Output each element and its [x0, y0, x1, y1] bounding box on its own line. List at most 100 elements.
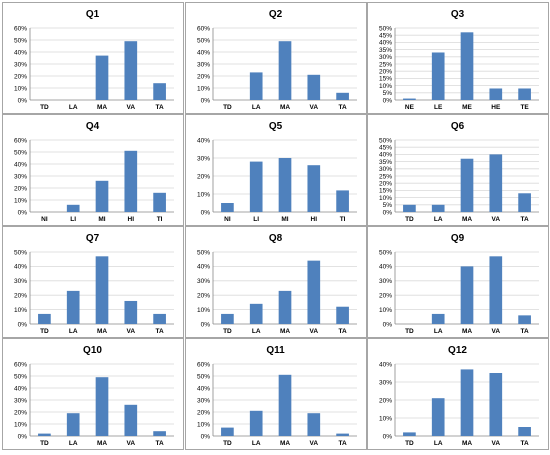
y-tick-label: 10%: [197, 85, 210, 92]
y-tick-label: 40%: [197, 49, 210, 56]
x-tick-label: LI: [253, 216, 259, 223]
chart-title: Q10: [83, 345, 102, 356]
x-tick-label: LI: [70, 216, 76, 223]
y-tick-label: 40%: [14, 264, 27, 271]
chart-title: Q3: [451, 9, 465, 20]
x-tick-label: TI: [340, 216, 346, 223]
bar-va: [307, 260, 321, 324]
bar-va: [124, 300, 138, 324]
bar-td: [403, 432, 416, 436]
x-tick-label: MA: [462, 328, 472, 335]
x-tick-label: VA: [492, 440, 501, 447]
chart-panel-q3: Q3 0%5%10%15%20%25%30%35%40%45%50% NE LE ME H…: [367, 2, 549, 114]
y-tick-label: 50%: [14, 249, 27, 256]
y-tick-label: 20%: [379, 181, 392, 188]
chart-title: Q2: [269, 9, 283, 20]
bar-ta: [153, 431, 166, 436]
y-tick-label: 25%: [379, 173, 392, 180]
y-tick-label: 50%: [197, 249, 210, 256]
chart-panel-border: [367, 338, 549, 450]
x-tick-label: MA: [97, 104, 107, 111]
bar-la: [431, 398, 445, 436]
bar-la: [249, 303, 263, 324]
bar-mi: [278, 158, 292, 212]
x-tick-label: MA: [97, 328, 107, 335]
y-tick-label: 0%: [201, 209, 211, 216]
bar-ma: [95, 256, 109, 324]
x-tick-label: TD: [405, 216, 414, 223]
bar-ne: [403, 98, 416, 100]
bar-la: [249, 72, 263, 100]
bar-ni: [221, 203, 234, 212]
y-tick-label: 30%: [14, 397, 27, 404]
x-tick-label: LA: [69, 104, 78, 111]
y-tick-label: 0%: [383, 433, 393, 440]
x-tick-label: TD: [40, 440, 49, 447]
y-tick-label: 10%: [379, 415, 392, 422]
y-tick-label: 50%: [379, 137, 392, 144]
y-tick-label: 60%: [14, 25, 27, 32]
x-tick-label: NI: [224, 216, 231, 223]
y-tick-label: 20%: [14, 409, 27, 416]
bar-va: [489, 256, 503, 324]
x-tick-label: MA: [97, 440, 107, 447]
bar-td: [221, 427, 234, 436]
y-tick-label: 15%: [379, 188, 392, 195]
y-tick-label: 35%: [379, 47, 392, 54]
bar-va: [489, 373, 503, 436]
y-tick-label: 30%: [197, 397, 210, 404]
bar-td: [221, 313, 234, 324]
bar-va: [307, 413, 321, 436]
chart-title: Q9: [451, 233, 465, 244]
y-tick-label: 0%: [201, 321, 211, 328]
chart-panel-q4: Q4 0% 10% 20% 30% 40% 50% 60% NI LI MI HI TI: [2, 114, 184, 226]
x-tick-label: TD: [223, 328, 232, 335]
bar-ti: [336, 190, 349, 212]
y-tick-label: 30%: [379, 379, 392, 386]
y-tick-label: 30%: [197, 278, 210, 285]
y-tick-label: 20%: [14, 293, 27, 300]
bar-te: [518, 88, 531, 100]
y-tick-label: 20%: [14, 185, 27, 192]
x-tick-label: LA: [252, 328, 261, 335]
x-tick-label: VA: [492, 328, 501, 335]
x-tick-label: LA: [252, 440, 261, 447]
bar-ma: [95, 377, 109, 436]
x-tick-label: LA: [69, 328, 78, 335]
y-tick-label: 40%: [379, 152, 392, 159]
y-tick-label: 20%: [197, 173, 210, 180]
bar-li: [249, 161, 263, 212]
y-tick-label: 10%: [14, 197, 27, 204]
bar-ma: [278, 290, 292, 324]
bar-hi: [307, 165, 321, 212]
chart-title: Q8: [269, 233, 283, 244]
y-tick-label: 30%: [14, 173, 27, 180]
chart-panel-q10: Q10 0% 10% 20% 30% 40% 50% 60% TD LA MA VA TA: [2, 338, 184, 450]
y-tick-label: 0%: [18, 433, 28, 440]
bar-he: [489, 88, 503, 100]
bar-td: [38, 433, 51, 436]
y-tick-label: 50%: [379, 249, 392, 256]
y-tick-label: 20%: [197, 409, 210, 416]
y-tick-label: 20%: [379, 69, 392, 76]
x-tick-label: LA: [69, 440, 78, 447]
bar-me: [460, 32, 474, 100]
x-tick-label: MA: [280, 328, 290, 335]
x-tick-label: TA: [156, 440, 164, 447]
x-tick-label: MA: [462, 216, 472, 223]
x-tick-label: ME: [462, 104, 472, 111]
x-tick-label: TD: [40, 328, 49, 335]
y-tick-label: 0%: [18, 97, 28, 104]
bar-ta: [336, 92, 349, 100]
y-tick-label: 10%: [197, 421, 210, 428]
y-tick-label: 60%: [14, 137, 27, 144]
bar-va: [124, 41, 138, 100]
x-tick-label: MA: [280, 440, 290, 447]
x-tick-label: TA: [339, 440, 347, 447]
bar-la: [431, 313, 445, 324]
y-tick-label: 20%: [197, 293, 210, 300]
y-tick-label: 50%: [14, 149, 27, 156]
y-tick-label: 50%: [197, 373, 210, 380]
